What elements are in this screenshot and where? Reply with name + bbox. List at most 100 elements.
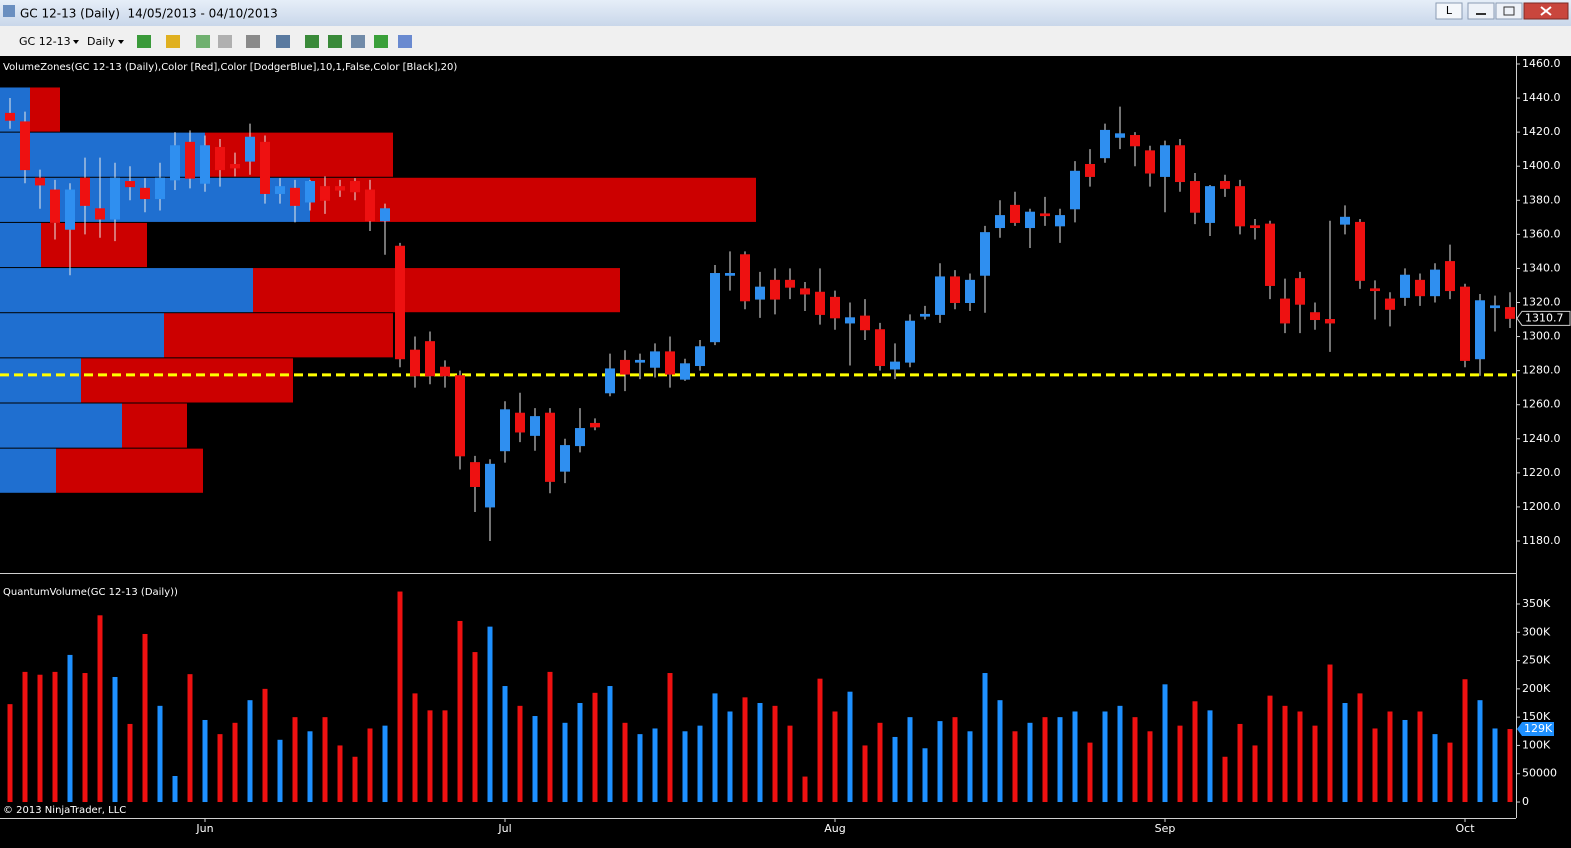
close-icon <box>1540 6 1552 16</box>
volume-bar <box>322 717 328 803</box>
candle-body <box>695 346 705 367</box>
maximize-icon <box>1503 6 1515 16</box>
volume-bar <box>1357 693 1363 803</box>
dropdown-arrow <box>118 40 124 44</box>
volume-bar <box>967 731 973 803</box>
candle-body <box>740 254 750 302</box>
volume-zone-down <box>310 177 756 222</box>
candle-body <box>1130 135 1140 147</box>
volume-bar <box>337 745 343 803</box>
chart-style-icon[interactable] <box>137 35 151 48</box>
candle-body <box>1235 186 1245 227</box>
title-bar <box>0 0 1571 26</box>
volume-zone-down <box>81 358 293 403</box>
candle-body <box>155 177 165 200</box>
candle-body <box>710 273 720 343</box>
candle-body <box>110 177 120 220</box>
volume-zone-up <box>0 268 253 313</box>
volume-bar <box>22 671 28 803</box>
volume-bar <box>1147 731 1153 803</box>
volume-bar <box>787 725 793 803</box>
volume-bar <box>757 703 763 803</box>
window-icon <box>3 5 15 17</box>
money-icon[interactable] <box>374 35 388 48</box>
volume-bar <box>997 700 1003 803</box>
last-volume-marker <box>1517 722 1554 737</box>
last-price-marker <box>1516 310 1571 326</box>
candle-body <box>290 187 300 206</box>
volume-bar <box>952 717 958 803</box>
volume-bar <box>802 776 808 803</box>
properties-icon[interactable] <box>351 35 365 48</box>
candle-body <box>335 186 345 191</box>
select-icon[interactable] <box>246 35 260 48</box>
indicators-icon[interactable] <box>305 35 319 48</box>
candle-body <box>50 189 60 223</box>
x-tick-label: Aug <box>824 822 845 835</box>
volume-bar <box>97 615 103 803</box>
maximize-button[interactable] <box>1495 2 1523 20</box>
candle-body <box>65 189 75 230</box>
candle-body <box>1475 300 1485 360</box>
candle-body <box>245 136 255 162</box>
price-panel-label: VolumeZones(GC 12-13 (Daily),Color [Red]… <box>3 62 457 73</box>
y-tick-label: 150K <box>1522 710 1551 723</box>
volume-bar <box>532 716 538 803</box>
candle-body <box>395 245 405 360</box>
draw-icon[interactable] <box>166 35 180 48</box>
candle-body <box>1400 274 1410 298</box>
volume-bar <box>82 673 88 803</box>
dropdown-arrow <box>73 40 79 44</box>
candle-body <box>935 276 945 315</box>
x-tick-label: Oct <box>1455 822 1475 835</box>
volume-bar <box>1237 723 1243 803</box>
y-tick-label: 1200.0 <box>1522 500 1561 513</box>
link-button[interactable] <box>1435 2 1463 20</box>
strategies-icon[interactable] <box>328 35 342 48</box>
period-selector[interactable]: Daily <box>87 35 115 48</box>
volume-bar <box>982 673 988 803</box>
volume-bar <box>832 711 838 803</box>
link-button-label[interactable]: L <box>1446 4 1453 17</box>
volume-zone-down <box>30 87 60 132</box>
candle-body <box>1055 215 1065 227</box>
volume-zone-up <box>0 358 81 403</box>
pointer-icon[interactable] <box>218 35 232 48</box>
volume-bar <box>307 731 313 803</box>
candle-body <box>1190 181 1200 213</box>
candle-body <box>275 186 285 194</box>
volume-bar <box>1102 711 1108 803</box>
y-tick-label: 50000 <box>1522 767 1557 780</box>
volume-bar <box>217 734 223 803</box>
candle-body <box>545 412 555 482</box>
x-tick-label: Jun <box>195 822 213 835</box>
candle-body <box>905 320 915 363</box>
volume-bar <box>667 673 673 803</box>
candle-body <box>860 315 870 331</box>
candle-body <box>620 359 630 375</box>
candle-body <box>650 351 660 368</box>
zoom-icon[interactable] <box>276 35 290 48</box>
volume-bar <box>1177 725 1183 803</box>
volume-bar <box>712 693 718 803</box>
volume-bar <box>202 719 208 803</box>
volume-bar <box>427 710 433 803</box>
candle-body <box>1160 145 1170 177</box>
candle-body <box>380 208 390 222</box>
y-tick-label: 1180.0 <box>1522 534 1561 547</box>
instrument-selector[interactable]: GC 12-13 <box>19 35 71 48</box>
volume-bar <box>907 717 913 803</box>
volume-bar <box>1327 664 1333 803</box>
candle-body <box>590 422 600 428</box>
minimize-button[interactable] <box>1467 2 1495 20</box>
data-box-icon[interactable] <box>398 35 412 48</box>
volume-bar <box>187 674 193 803</box>
volume-bar <box>67 654 73 803</box>
crosshair-icon[interactable] <box>196 35 210 48</box>
toolbar-icons[interactable] <box>137 35 412 48</box>
candle-body <box>785 279 795 288</box>
volume-bar <box>1117 705 1123 803</box>
y-tick-label: 250K <box>1522 654 1551 667</box>
candle-body <box>920 313 930 317</box>
